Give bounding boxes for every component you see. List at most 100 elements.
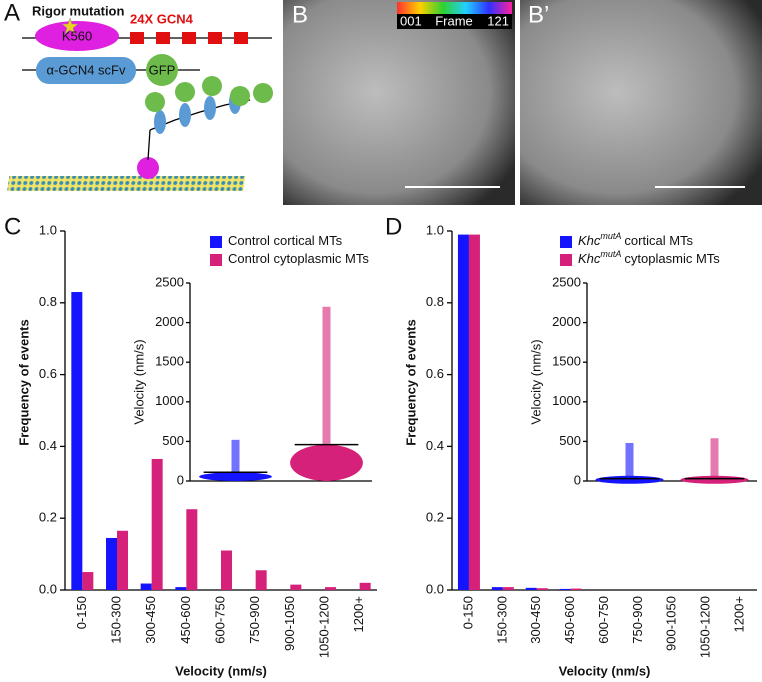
x-tick-label: 750-900: [247, 596, 262, 644]
bar: [255, 570, 267, 590]
x-tick-label: 450-600: [178, 596, 193, 644]
bar: [491, 587, 503, 590]
diagram-label: GFP: [149, 62, 176, 77]
panel-label: B’: [528, 1, 549, 28]
y-tick-label: 0.4: [39, 438, 57, 453]
legend-swatch: [560, 236, 572, 248]
bar: [117, 530, 128, 590]
diagram-label: 24X GCN4: [130, 11, 194, 26]
x-tick-label: 1050-1200: [316, 596, 331, 658]
frame-label: 121: [487, 13, 509, 28]
bar: [151, 458, 163, 590]
legend-text: cortical MTs: [624, 233, 693, 248]
bar: [502, 587, 514, 590]
value-cloud: [595, 475, 664, 484]
legend-text: mutA: [600, 231, 621, 241]
y-tick-label: 0.0: [39, 581, 57, 596]
legend-text: cytoplasmic MTs: [624, 251, 720, 266]
y-tick-label: 500: [162, 433, 184, 448]
bar: [82, 572, 94, 590]
bar: [221, 550, 232, 590]
value-cloud: [290, 444, 363, 481]
bar: [140, 583, 152, 590]
x-axis-title: Velocity (nm/s): [559, 663, 651, 678]
x-tick-label: 150-300: [108, 596, 123, 644]
y-tick-label: 2000: [552, 314, 581, 329]
y-axis-title: Velocity (nm/s): [528, 339, 543, 424]
x-tick-label: 600-750: [212, 596, 227, 644]
colorbar: [397, 2, 512, 14]
bar: [290, 584, 302, 590]
gfp-bound: [145, 76, 273, 112]
legend-label: KhcmutA cytoplasmic MTs: [578, 249, 720, 266]
bar: [536, 588, 548, 590]
y-tick-label: 2500: [552, 274, 581, 289]
panel-label: D: [385, 213, 402, 240]
legend-text: Control cortical MTs: [228, 233, 343, 248]
scfv-bound: [154, 90, 241, 134]
y-axis-title: Frequency of events: [16, 319, 31, 445]
colorbar-bg: [397, 14, 512, 29]
y-tick-label: 0.0: [426, 581, 444, 596]
motor: [137, 157, 159, 179]
value-spread: [231, 439, 240, 481]
value-cloud: [680, 475, 749, 484]
gcn4-repeats: [130, 32, 248, 44]
value-spread: [625, 442, 634, 481]
y-tick-label: 2500: [155, 274, 184, 289]
bar: [175, 587, 187, 590]
bar: [186, 509, 198, 590]
star: [61, 17, 79, 35]
y-tick-label: 500: [559, 433, 581, 448]
bar: [359, 582, 371, 590]
legend-label: Control cytoplasmic MTs: [228, 251, 369, 266]
legend-text: mutA: [600, 249, 621, 259]
x-tick-label: 300-450: [528, 596, 543, 644]
value-spread: [710, 438, 719, 481]
diagram-label: α-GCN4 scFv: [46, 62, 126, 77]
legend-text: Khc: [578, 233, 601, 248]
value-cloud: [199, 472, 272, 482]
bar: [525, 587, 537, 590]
frame-label: 001: [400, 13, 422, 28]
y-tick-label: 0.2: [39, 510, 57, 525]
y-axis-title: Frequency of events: [403, 319, 418, 445]
diagram-label: K560: [62, 28, 92, 43]
motor-domain: [35, 21, 119, 51]
y-tick-label: 0.6: [426, 366, 444, 381]
diagram-label: Rigor mutation: [32, 3, 124, 18]
y-tick-label: 1000: [155, 393, 184, 408]
y-tick-label: 0.6: [39, 366, 57, 381]
y-tick-label: 0.4: [426, 438, 444, 453]
x-tick-label: 150-300: [494, 596, 509, 644]
bar: [570, 588, 582, 590]
x-tick-label: 900-1050: [664, 596, 679, 651]
legend-text: Khc: [578, 251, 601, 266]
panel-label: C: [4, 213, 21, 240]
legend-swatch: [210, 254, 222, 266]
y-tick-label: 1000: [552, 393, 581, 408]
x-tick-label: 750-900: [630, 596, 645, 644]
y-tick-label: 1500: [552, 354, 581, 369]
y-axis-title: Velocity (nm/s): [131, 339, 146, 424]
y-tick-label: 0: [177, 472, 184, 487]
x-tick-label: 450-600: [562, 596, 577, 644]
bar: [457, 234, 469, 590]
bar: [325, 587, 336, 590]
frame-label: Frame: [435, 13, 473, 28]
x-tick-label: 0-150: [74, 596, 89, 629]
stalk: [147, 129, 151, 161]
x-tick-label: 1050-1200: [698, 596, 713, 658]
legend-swatch: [560, 254, 572, 266]
value-spread: [322, 306, 331, 481]
x-tick-label: 600-750: [596, 596, 611, 644]
bar: [468, 234, 480, 590]
legend-text: Control cytoplasmic MTs: [228, 251, 369, 266]
y-tick-label: 0: [574, 472, 581, 487]
bar: [71, 292, 83, 590]
microtubule: [7, 176, 246, 191]
y-tick-label: 0.2: [426, 510, 444, 525]
bar: [106, 537, 117, 590]
y-tick-label: 1.0: [426, 222, 444, 237]
